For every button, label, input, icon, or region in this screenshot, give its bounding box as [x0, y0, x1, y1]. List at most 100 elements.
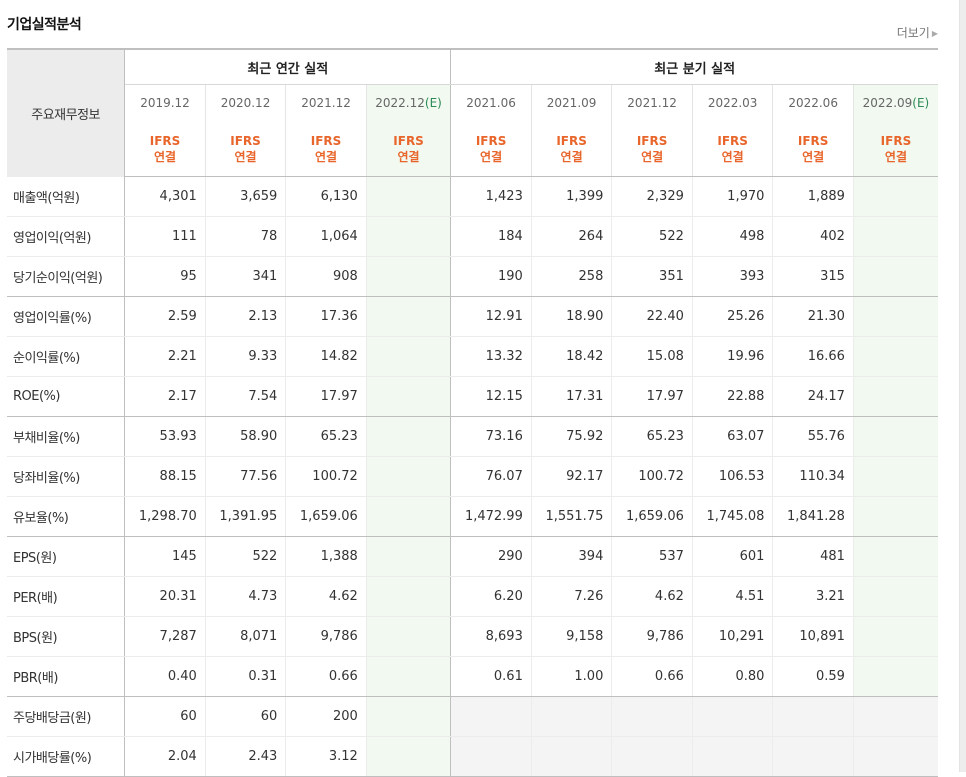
quarter-value-cell: 264: [530, 216, 612, 257]
quarter-value-cell: 18.90: [530, 296, 612, 337]
consolidated-label: 연결: [480, 149, 503, 164]
quarter-value-cell: 12.91: [450, 296, 532, 337]
annual-value-cell: 78: [204, 216, 286, 257]
quarter-value-cell: 3.21: [772, 576, 854, 617]
annual-value-cell: 2.17: [124, 376, 206, 417]
quarter-value-cell: 73.16: [450, 416, 532, 457]
quarter-value-cell: [450, 736, 532, 777]
annual-value-cell: 111: [124, 216, 206, 257]
period-date: 2021.12: [301, 96, 351, 110]
table-row: PER(배) 20.31 4.73 4.62 6.20 7.26 4.62 4.51 3.21: [7, 576, 938, 617]
row-header-title: 주요재무정보: [7, 48, 126, 177]
annual-value-cell: 4,301: [124, 176, 206, 217]
ifrs-label: IFRS: [880, 133, 912, 148]
annual-value-cell: 20.31: [124, 576, 206, 617]
annual-value-cell: 2.59: [124, 296, 206, 337]
quarter-date-header: 2021.06: [450, 84, 532, 121]
quarter-value-cell: 21.30: [772, 296, 854, 337]
annual-value-cell: 7.54: [204, 376, 286, 417]
annual-value-cell: [365, 656, 451, 697]
quarter-value-cell: 65.23: [611, 416, 693, 457]
annual-value-cell: 14.82: [285, 336, 367, 377]
quarter-value-cell: [530, 736, 612, 777]
row-label: 유보율(%): [7, 496, 126, 537]
quarter-value-cell: 351: [611, 256, 693, 297]
row-label: 당좌비율(%): [7, 456, 126, 497]
quarter-value-cell: [691, 736, 773, 777]
ifrs-label: IFRS: [636, 133, 668, 148]
quarter-value-cell: 1,841.28: [772, 496, 854, 537]
annual-value-cell: 9.33: [204, 336, 286, 377]
consolidated-label: 연결: [153, 149, 177, 164]
period-date: 2021.06: [466, 96, 516, 110]
row-label: PBR(배): [7, 656, 126, 697]
quarter-value-cell: 522: [611, 216, 693, 257]
quarter-value-cell: 1,399: [530, 176, 612, 217]
ifrs-label: IFRS: [475, 133, 507, 148]
annual-value-cell: [365, 336, 451, 377]
consolidated-label: 연결: [802, 149, 825, 164]
quarter-value-cell: 22.88: [691, 376, 773, 417]
annual-value-cell: 908: [285, 256, 367, 297]
quarter-value-cell: 184: [450, 216, 532, 257]
quarter-value-cell: 17.31: [530, 376, 612, 417]
annual-value-cell: [365, 616, 451, 657]
page-scrollbar[interactable]: [959, 0, 966, 772]
annual-value-cell: [365, 376, 451, 417]
annual-value-cell: 0.40: [124, 656, 206, 697]
annual-value-cell: [365, 696, 451, 737]
row-label: BPS(원): [7, 616, 126, 657]
annual-value-cell: 1,064: [285, 216, 367, 257]
quarter-value-cell: [450, 696, 532, 737]
quarter-value-cell: 4.51: [691, 576, 773, 617]
quarter-value-cell: [852, 656, 938, 697]
annual-value-cell: [365, 216, 451, 257]
quarter-value-cell: [852, 496, 938, 537]
quarter-value-cell: 7.26: [530, 576, 612, 617]
quarter-value-cell: 481: [772, 536, 854, 577]
quarter-date-header: 2022.09(E): [852, 84, 938, 121]
quarter-value-cell: 290: [450, 536, 532, 577]
ifrs-basis-header: IFRS 연결: [611, 121, 693, 177]
quarter-value-cell: 1,472.99: [450, 496, 532, 537]
period-date: 2019.12: [140, 96, 190, 110]
consolidated-label: 연결: [560, 149, 583, 164]
annual-value-cell: 1,298.70: [124, 496, 206, 537]
annual-group-header: 최근 연간 실적: [124, 48, 452, 85]
annual-value-cell: 3,659: [204, 176, 286, 217]
ifrs-basis-header: IFRS 연결: [691, 121, 773, 177]
annual-value-cell: 6,130: [285, 176, 367, 217]
table-row: 순이익률(%) 2.21 9.33 14.82 13.32 18.42 15.08 19.96…: [7, 336, 938, 377]
annual-value-cell: 17.97: [285, 376, 367, 417]
annual-value-cell: 522: [204, 536, 286, 577]
quarter-value-cell: 393: [691, 256, 773, 297]
more-link[interactable]: 더보기 ▶: [897, 24, 938, 41]
quarter-value-cell: [611, 696, 693, 737]
period-date: 2022.12: [375, 96, 425, 110]
quarter-value-cell: [852, 456, 938, 497]
annual-value-cell: 17.36: [285, 296, 367, 337]
period-date: 2020.12: [220, 96, 271, 110]
annual-value-cell: 2.13: [204, 296, 286, 337]
quarter-date-header: 2022.03: [691, 84, 773, 121]
annual-value-cell: 95: [124, 256, 206, 297]
ifrs-basis-header: IFRS 연결: [450, 121, 532, 177]
ifrs-label: IFRS: [393, 133, 424, 148]
table-row: PBR(배) 0.40 0.31 0.66 0.61 1.00 0.66 0.80 0.59: [7, 656, 938, 697]
quarter-value-cell: 190: [450, 256, 532, 297]
quarter-value-cell: 10,291: [691, 616, 773, 657]
row-label: ROE(%): [7, 376, 126, 417]
ifrs-label: IFRS: [310, 133, 342, 148]
quarter-value-cell: 1,659.06: [611, 496, 693, 537]
quarter-value-cell: 8,693: [450, 616, 532, 657]
quarter-value-cell: [772, 736, 854, 777]
table-row: 유보율(%) 1,298.70 1,391.95 1,659.06 1,472.99 1,…: [7, 496, 938, 537]
quarter-value-cell: [611, 736, 693, 777]
table-row: 당좌비율(%) 88.15 77.56 100.72 76.07 92.17 100.72 1…: [7, 456, 938, 497]
quarter-value-cell: 15.08: [611, 336, 693, 377]
annual-value-cell: 1,391.95: [204, 496, 286, 537]
table-row: 부채비율(%) 53.93 58.90 65.23 73.16 75.92 65.23 63.…: [7, 416, 938, 457]
annual-date-header: 2021.12: [285, 84, 367, 121]
quarter-value-cell: 18.42: [530, 336, 612, 377]
annual-value-cell: 1,388: [285, 536, 367, 577]
